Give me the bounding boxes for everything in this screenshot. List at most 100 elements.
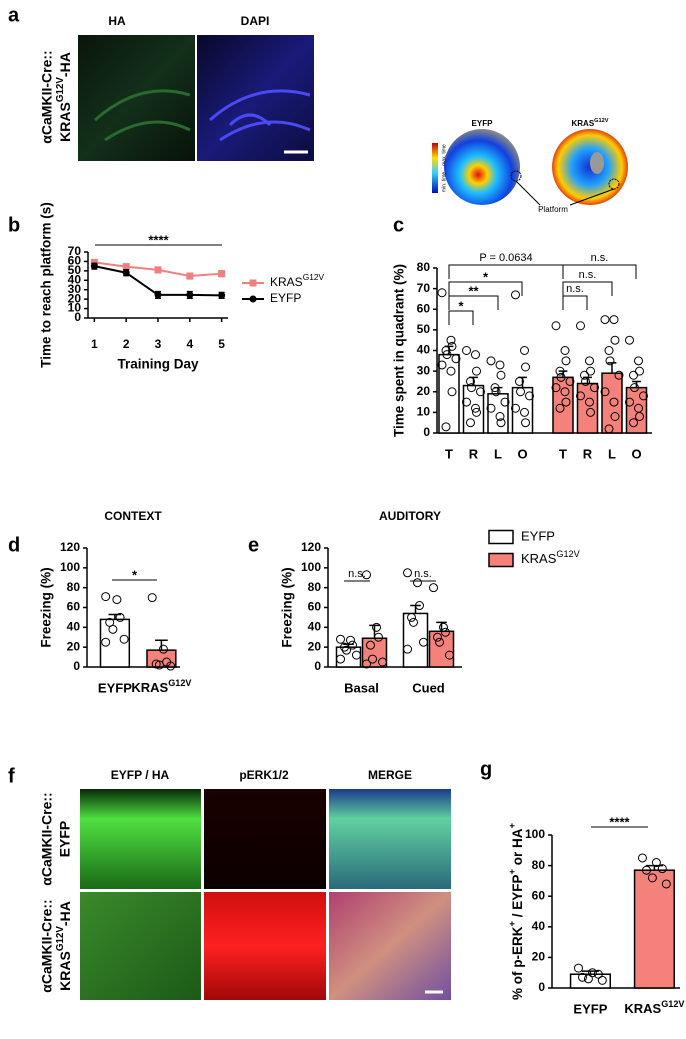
data-point [472,407,481,417]
data-point [496,418,506,428]
data-point [486,403,496,413]
data-point [362,570,371,580]
data-point [629,418,638,428]
data-point [442,350,452,360]
data-point [409,617,418,627]
bar [576,382,599,434]
significance-label: * [458,298,464,313]
data-point [352,650,361,660]
text-part: KRAS [131,680,168,695]
superscript: G12V [303,272,325,282]
chart-title: CONTEXT [104,509,162,523]
marker [90,262,98,270]
data-point [500,397,510,407]
data-point [580,370,589,380]
data-point [583,974,593,984]
data-point [560,346,570,355]
y-tick-label: 20 [417,384,431,398]
y-tick-label: 0 [73,659,80,673]
platform-label: Platform [538,205,568,214]
heatmap-label: KRASG12V [572,118,609,128]
x-tick-label: O [631,446,641,461]
chart-title: AUDITORY [379,509,441,523]
legend-swatch [488,529,514,545]
y-axis-label: Time spent in quadrant (%) [392,264,407,437]
x-tick-label: R [469,446,479,461]
micrograph-detail [94,89,191,142]
data-point [429,583,438,593]
data-point [511,403,520,413]
data-point [520,346,529,355]
superscript: G12V [55,926,66,952]
legend-marker [249,295,257,303]
significance-label: * [483,269,489,284]
y-tick-label: 20 [67,639,81,653]
data-point [587,968,597,978]
panel-label: f [8,765,15,787]
y-tick-label: 0 [314,659,321,673]
data-point [625,335,634,345]
micrograph [204,789,326,889]
x-tick-label: EYFP [98,680,132,695]
data-point [657,864,667,874]
panel-label: a [8,4,20,26]
data-point [585,356,594,366]
y-tick-label: 60 [68,254,82,268]
panel-label: c [393,214,404,236]
data-point [635,412,644,421]
heatmap [552,129,628,205]
y-tick-label: 0 [423,425,430,439]
x-tick-label: 3 [155,337,162,351]
data-point [451,354,461,364]
data-point [466,418,475,428]
data-point [585,397,594,407]
data-point [625,397,634,407]
text-part: KRAS [624,1001,661,1016]
row-label: αCaMKII-Cre:: [39,899,55,992]
y-tick-label: 80 [67,580,81,594]
data-point [651,858,661,868]
x-tick-label: Basal [344,680,379,695]
data-point [374,632,383,642]
marker [154,291,162,299]
marker [186,291,194,299]
bar [402,612,429,668]
significance-label: ** [468,283,479,298]
panel-label: g [480,758,492,780]
data-point [447,387,457,397]
row-label: KRASG12V-HA [55,52,73,142]
text-part: KRAS [57,951,73,991]
data-point [551,383,561,393]
y-tick-label: 60 [532,888,546,902]
x-tick-label: KRASG12V [624,999,684,1016]
x-tick-label: T [559,446,567,461]
y-tick-label: 0 [538,980,545,994]
data-point [439,622,448,632]
data-point [647,873,657,883]
data-point [378,657,387,667]
significance-label: n.s. [414,568,432,580]
row-label: KRASG12V-HA [55,901,73,991]
y-tick-label: 10 [417,405,431,419]
y-tick-label: 20 [68,291,82,305]
data-point [561,356,571,366]
micrograph [80,789,201,889]
bar [335,646,362,668]
data-point [614,370,624,380]
data-point [447,341,457,351]
significance-label: n.s. [591,252,609,264]
y-tick-label: 80 [417,260,431,274]
data-point [637,853,647,863]
bar [625,386,648,434]
data-point [610,412,620,421]
micrograph [197,35,314,161]
data-point [604,346,614,355]
significance-label: n.s. [348,568,366,580]
significance-bracket [562,295,588,310]
x-tick-label: T [445,446,453,461]
data-point [435,637,444,647]
data-point [491,387,501,397]
x-tick-label: O [517,446,527,461]
x-tick-label: L [608,446,616,461]
